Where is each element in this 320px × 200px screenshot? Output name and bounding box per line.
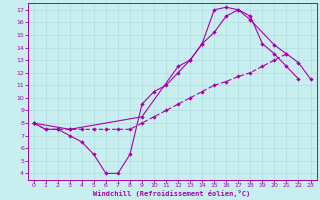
X-axis label: Windchill (Refroidissement éolien,°C): Windchill (Refroidissement éolien,°C)	[93, 190, 251, 197]
